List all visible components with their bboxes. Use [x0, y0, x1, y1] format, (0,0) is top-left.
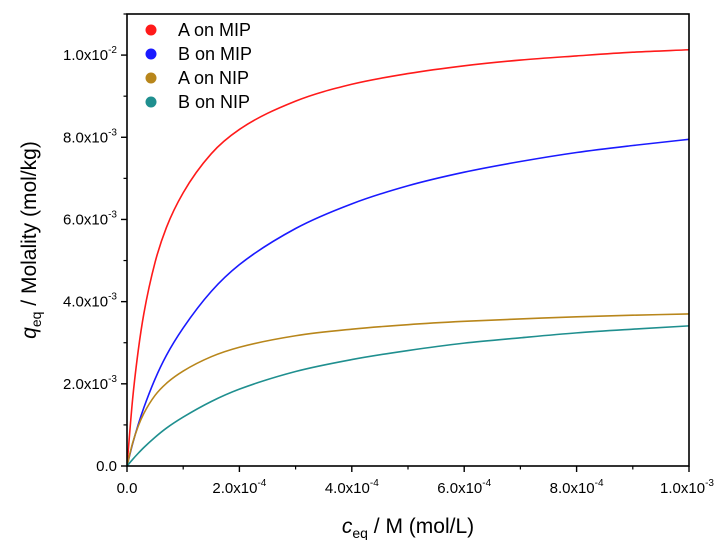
y-tick-label: 0.0	[96, 458, 117, 475]
y-tick-label: 6.0x10-3	[63, 209, 117, 228]
legend: A on MIP B on MIP A on NIP B on NIP	[145, 20, 252, 112]
y-tick-label: 4.0x10-3	[63, 292, 117, 311]
series-line-a-on-mip	[127, 48, 689, 466]
legend-marker	[145, 48, 157, 60]
legend-marker	[145, 24, 157, 36]
legend-label: A on NIP	[178, 68, 249, 88]
legend-item: A on NIP	[145, 68, 249, 88]
legend-marker	[145, 96, 157, 108]
x-axis-label: ceq / M (mol/L)	[342, 515, 474, 540]
legend-marker	[145, 72, 157, 84]
legend-item: B on NIP	[145, 92, 250, 112]
legend-label: A on MIP	[178, 20, 251, 40]
x-tick-label: 1.0x10-3	[660, 478, 714, 497]
legend-item: A on MIP	[145, 20, 251, 40]
x-tick-label: 2.0x10-4	[212, 478, 266, 497]
series-line-b-on-mip	[127, 138, 689, 466]
legend-label: B on MIP	[178, 44, 252, 64]
series-lines	[127, 48, 689, 466]
x-tick-label: 6.0x10-4	[437, 478, 491, 497]
x-tick-label: 8.0x10-4	[550, 478, 604, 497]
y-tick-label: 2.0x10-3	[63, 374, 117, 393]
y-tick-label: 8.0x10-3	[63, 127, 117, 146]
legend-item: B on MIP	[145, 44, 252, 64]
legend-label: B on NIP	[178, 92, 250, 112]
x-tick-label: 4.0x10-4	[325, 478, 379, 497]
axis-ticks: 0.0 2.0x10-4 4.0x10-4 6.0x10-4 8.0x10-4 1.0x1…	[63, 13, 714, 497]
series-line-b-on-nip	[127, 325, 689, 466]
y-tick-label: 1.0x10-2	[63, 45, 117, 64]
y-axis-label: qeq / Molality (mol/kg)	[18, 141, 44, 339]
series-line-a-on-nip	[127, 313, 689, 466]
x-tick-label: 0.0	[117, 480, 138, 497]
